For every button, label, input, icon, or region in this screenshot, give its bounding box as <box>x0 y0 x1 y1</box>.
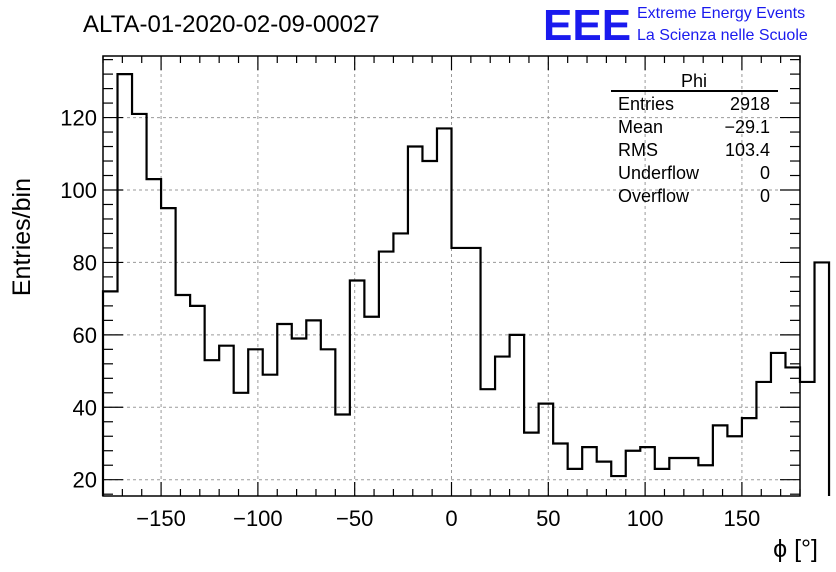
eee-logo-line2: La Scienza nelle Scuole <box>637 27 808 44</box>
histogram-bin <box>684 458 699 496</box>
histogram-bin <box>611 476 626 496</box>
histogram-bin <box>713 425 728 496</box>
histogram-bin <box>669 458 684 496</box>
histogram-bin <box>815 262 830 496</box>
histogram-bin <box>800 382 815 496</box>
stats-row-label: RMS <box>618 140 658 160</box>
stats-rows: Entries 2918 Mean −29.1 RMS 103.4 Underflow 0 Ov… <box>618 94 770 206</box>
y-tick-label: 100 <box>60 178 97 203</box>
x-tick-label: 150 <box>724 506 761 531</box>
histogram-bin <box>422 161 437 496</box>
histogram-bin <box>190 306 205 496</box>
stats-row-value: −29.1 <box>724 117 770 137</box>
histogram-bin <box>771 353 786 496</box>
histogram-bin <box>640 447 655 496</box>
histogram-bin <box>118 74 133 496</box>
y-tick-label: 60 <box>73 323 97 348</box>
stats-row-label: Overflow <box>618 186 690 206</box>
eee-logo-line1: Extreme Energy Events <box>637 5 805 22</box>
tick-layer <box>102 56 801 496</box>
stats-row-label: Mean <box>618 117 663 137</box>
histogram-bin <box>524 433 539 496</box>
histogram-bin <box>147 179 162 496</box>
histogram-bin <box>698 465 713 496</box>
histogram-bin <box>364 317 379 496</box>
histogram-bin <box>321 349 336 496</box>
histogram-bin <box>408 147 423 496</box>
histogram-bin <box>132 114 147 496</box>
eee-logo-mark: EEE <box>543 1 631 50</box>
histogram-bin <box>553 443 568 496</box>
histogram-bin <box>437 128 452 496</box>
stats-box: Phi Entries 2918 Mean −29.1 RMS 103.4 Underflo… <box>611 71 778 206</box>
chart-title: ALTA-01-2020-02-09-00027 <box>83 11 380 38</box>
histogram-bin <box>452 248 467 496</box>
histogram-bin <box>335 415 350 496</box>
stats-row-label: Entries <box>618 94 674 114</box>
histogram-bin <box>495 357 510 496</box>
x-tick-label: −100 <box>233 506 283 531</box>
histogram-bin <box>727 436 742 496</box>
histogram-bin <box>306 320 321 496</box>
histogram-bin <box>219 346 234 496</box>
histogram-bin <box>393 233 408 496</box>
stats-row-value: 103.4 <box>725 140 770 160</box>
histogram-bin <box>350 281 365 496</box>
histogram-bin <box>756 382 771 496</box>
stats-title: Phi <box>681 71 707 91</box>
y-axis-label: Entries/bin <box>8 178 36 296</box>
x-tick-label: 100 <box>627 506 664 531</box>
y-tick-label: 120 <box>60 106 97 131</box>
stats-row-value: 0 <box>760 163 770 183</box>
histogram-bin <box>568 469 583 496</box>
histogram-bin <box>234 393 249 496</box>
stats-row-value: 0 <box>760 186 770 206</box>
x-tick-label: −150 <box>136 506 186 531</box>
histogram-bin <box>277 324 292 496</box>
x-tick-label: −50 <box>336 506 373 531</box>
x-tick-label: 50 <box>536 506 560 531</box>
tick-label-layer: −150 −100 −50 0 50 100 150 20 40 60 80 100 120 <box>60 106 760 531</box>
histogram-bin <box>597 462 612 496</box>
y-tick-label: 80 <box>73 250 97 275</box>
histogram-bin <box>539 404 554 496</box>
histogram-bin <box>248 349 263 496</box>
stats-row-label: Underflow <box>618 163 700 183</box>
histogram-outline <box>101 73 831 496</box>
histogram-bin <box>582 447 597 496</box>
x-tick-label: 0 <box>445 506 457 531</box>
histogram-bin <box>742 418 757 496</box>
histogram-layer <box>101 73 831 496</box>
stats-row-value: 2918 <box>730 94 770 114</box>
x-axis-label: ϕ [°] <box>773 535 818 563</box>
histogram-bin <box>176 295 191 496</box>
histogram-bin <box>292 338 307 496</box>
histogram-bin <box>626 451 641 496</box>
histogram-bin <box>379 252 394 496</box>
y-tick-label: 20 <box>73 468 97 493</box>
histogram-bin <box>481 389 496 496</box>
histogram-bin <box>263 375 278 496</box>
histogram-bin <box>205 360 220 496</box>
histogram-bin <box>655 469 670 496</box>
histogram-bin <box>161 208 176 496</box>
y-tick-label: 40 <box>73 395 97 420</box>
histogram-bin <box>466 248 481 496</box>
histogram-bin <box>510 335 525 496</box>
histogram-bin <box>785 367 800 496</box>
